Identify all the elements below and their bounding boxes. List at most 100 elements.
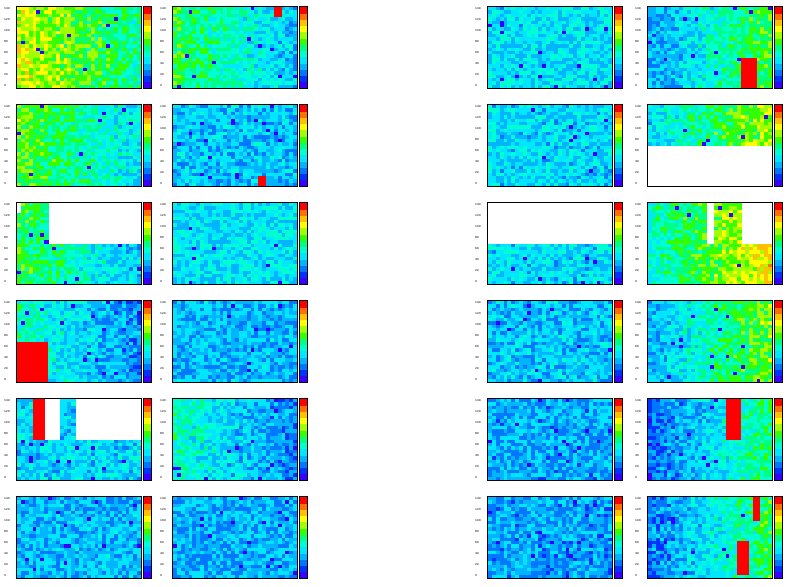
y-tick-label: 60 <box>4 51 8 54</box>
color-scale-segment <box>615 26 622 33</box>
heatmap-cell <box>608 85 612 89</box>
color-scale-segment <box>775 69 782 76</box>
color-scale-segment <box>615 32 622 39</box>
y-tick-label: 100 <box>4 127 10 130</box>
y-tick-label: 100 <box>635 29 641 32</box>
color-scale-segment <box>615 82 622 89</box>
y-tick-label: 0 <box>475 84 477 87</box>
color-scale-segment <box>775 32 782 39</box>
y-tick-label: 60 <box>4 149 8 152</box>
color-scale-segment <box>300 44 307 51</box>
y-tick-label: 80 <box>635 40 639 43</box>
color-scale-segment <box>775 44 782 51</box>
color-scale-segment <box>144 7 151 14</box>
y-tick-label: 140 <box>4 7 10 10</box>
y-tick-label: 80 <box>160 40 164 43</box>
heatmap-plot-area <box>487 6 613 89</box>
color-scale-segment <box>775 26 782 33</box>
color-scale-segment <box>300 32 307 39</box>
color-scale-segment <box>300 63 307 70</box>
y-tick-label: 0 <box>635 84 637 87</box>
heatmap-cell <box>768 85 772 89</box>
color-scale-segment <box>144 69 151 76</box>
color-scale-segment <box>775 7 782 14</box>
y-tick-label: 140 <box>160 7 166 10</box>
color-scale-segment <box>615 57 622 64</box>
color-scale-bar <box>299 6 308 89</box>
color-scale-segment <box>144 13 151 20</box>
color-scale-segment <box>615 63 622 70</box>
y-tick-label: 120 <box>635 18 641 21</box>
y-tick-label: 20 <box>160 73 164 76</box>
color-scale-bar <box>614 6 623 89</box>
y-tick-label: 120 <box>4 18 10 21</box>
color-scale-segment <box>615 51 622 58</box>
y-tick-label: 40 <box>4 160 8 163</box>
y-tick-label: 80 <box>4 40 8 43</box>
heatmap-panel-r1c4: 0 20 40 60 80 100 120 140 <box>635 6 787 93</box>
color-scale-segment <box>615 69 622 76</box>
color-scale-segment <box>144 57 151 64</box>
heatmap-cell <box>293 85 297 89</box>
color-scale-segment <box>615 38 622 45</box>
color-scale-segment <box>144 51 151 58</box>
y-tick-label: 40 <box>475 62 479 65</box>
heatmap-plot-area <box>16 104 142 187</box>
heatmap-panel-r1c1: 0 20 40 60 80 100 120 140 <box>4 6 158 93</box>
heatmap-panel-r1c3: 0 20 40 60 80 100 120 140 <box>475 6 629 93</box>
y-tick-label: 120 <box>160 18 166 21</box>
color-scale-segment <box>615 44 622 51</box>
heatmap-cell <box>137 85 141 89</box>
color-scale-segment <box>300 7 307 14</box>
color-scale-segment <box>144 19 151 26</box>
y-tick-label: 40 <box>4 62 8 65</box>
color-scale-segment <box>144 26 151 33</box>
y-tick-label: 60 <box>160 51 164 54</box>
color-scale-segment <box>300 57 307 64</box>
y-tick-label: 40 <box>635 62 639 65</box>
y-tick-label: 20 <box>4 171 8 174</box>
color-scale-segment <box>615 7 622 14</box>
color-scale-segment <box>775 19 782 26</box>
color-scale-segment <box>300 38 307 45</box>
y-tick-label: 120 <box>475 18 481 21</box>
color-scale-segment <box>300 82 307 89</box>
color-scale-segment <box>300 13 307 20</box>
y-tick-label: 20 <box>4 73 8 76</box>
y-tick-label: 120 <box>4 116 10 119</box>
color-scale-segment <box>300 51 307 58</box>
y-tick-label: 100 <box>160 29 166 32</box>
color-scale-segment <box>615 13 622 20</box>
y-tick-label: 60 <box>475 51 479 54</box>
heatmap-panel-r1c2: 0 20 40 60 80 100 120 140 <box>160 6 314 93</box>
y-tick-label: 140 <box>635 7 641 10</box>
color-scale-segment <box>615 76 622 83</box>
color-scale-segment <box>144 32 151 39</box>
color-scale-segment <box>144 76 151 83</box>
color-scale-segment <box>144 38 151 45</box>
y-tick-label: 20 <box>475 73 479 76</box>
y-tick-label: 80 <box>4 138 8 141</box>
color-scale-segment <box>144 44 151 51</box>
heatmap-plot-area <box>647 6 773 89</box>
y-tick-label: 80 <box>475 40 479 43</box>
y-tick-label: 0 <box>4 182 6 185</box>
color-scale-segment <box>775 57 782 64</box>
color-scale-segment <box>775 63 782 70</box>
color-scale-segment <box>300 69 307 76</box>
color-scale-bar <box>143 6 152 89</box>
heatmap-plot-area <box>172 6 298 89</box>
color-scale-segment <box>775 82 782 89</box>
color-scale-segment <box>300 26 307 33</box>
color-scale-segment <box>615 19 622 26</box>
y-tick-label: 60 <box>635 51 639 54</box>
color-scale-segment <box>300 19 307 26</box>
color-scale-segment <box>144 82 151 89</box>
heatmap-grid-canvas: 0 20 40 60 80 100 120 140 0 20 40 60 80 100 120 140 0 20 4… <box>0 0 787 587</box>
y-tick-label: 100 <box>4 29 10 32</box>
heatmap-plot-area <box>16 6 142 89</box>
heatmap-panel-r2c1: 0 20 40 60 80 100 120 140 <box>4 104 158 191</box>
color-scale-segment <box>144 63 151 70</box>
color-scale-segment <box>775 76 782 83</box>
y-tick-label: 0 <box>160 84 162 87</box>
